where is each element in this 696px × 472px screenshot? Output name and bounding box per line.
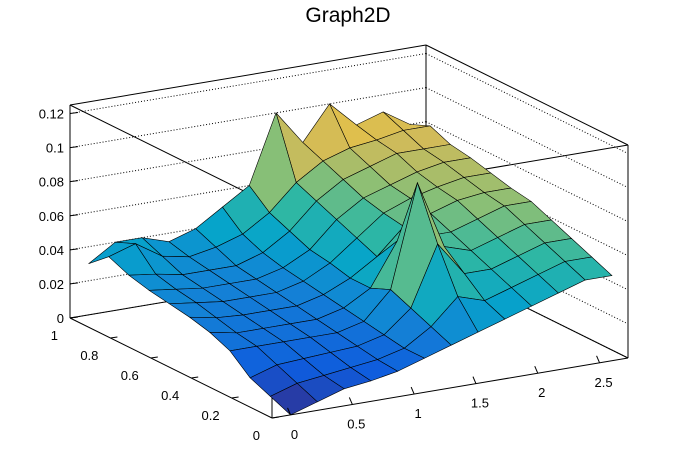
z-tick-label: 0.04 bbox=[39, 243, 64, 258]
z-tick bbox=[69, 214, 79, 217]
y-tick bbox=[110, 336, 118, 339]
x-tick-label: 2 bbox=[538, 385, 545, 400]
x-tick bbox=[348, 397, 353, 405]
z-tick-label: 0.02 bbox=[39, 277, 64, 292]
axes: 0 0.02 0.04 0.06 0.08 0.1 0.12 0 0.2 0.4 0.6 0.8 1 0 0… bbox=[39, 105, 629, 443]
z-tick-label: 0.12 bbox=[39, 107, 64, 122]
x-tick bbox=[534, 366, 539, 374]
x-tick bbox=[410, 386, 415, 395]
x-tick-label: 1.5 bbox=[471, 396, 489, 411]
grid-line bbox=[69, 53, 427, 115]
y-tick bbox=[69, 316, 78, 319]
y-axis-line bbox=[69, 317, 273, 419]
x-tick-label: 0 bbox=[291, 427, 298, 442]
y-tick bbox=[191, 376, 199, 379]
x-axis-line bbox=[271, 357, 629, 419]
y-tick bbox=[271, 416, 280, 419]
x-tick-label: 1 bbox=[415, 406, 422, 421]
y-tick-label: 0.4 bbox=[161, 388, 179, 403]
y-tick-label: 0 bbox=[253, 428, 260, 443]
grid-line bbox=[425, 53, 629, 154]
chart-title: Graph2D bbox=[305, 4, 391, 27]
y-tick bbox=[150, 356, 158, 359]
z-tick bbox=[69, 180, 79, 183]
z-tick bbox=[69, 146, 79, 149]
box-edge bbox=[425, 44, 629, 146]
z-tick-label: 0.08 bbox=[39, 175, 64, 190]
z-tick bbox=[69, 112, 79, 115]
z-tick bbox=[69, 248, 79, 251]
x-tick-label: 0.5 bbox=[347, 416, 365, 431]
y-tick-label: 0.6 bbox=[121, 368, 139, 383]
y-tick bbox=[231, 396, 239, 399]
y-tick-label: 1 bbox=[51, 328, 58, 343]
x-tick bbox=[472, 376, 477, 384]
y-tick-label: 0.2 bbox=[202, 408, 220, 423]
surface bbox=[88, 103, 613, 416]
surface-cell bbox=[269, 382, 318, 416]
z-tick-label: 0 bbox=[57, 311, 64, 326]
x-tick bbox=[596, 355, 601, 363]
box-edge bbox=[69, 104, 273, 206]
x-tick-label: 2.5 bbox=[595, 375, 613, 390]
box-edge bbox=[69, 44, 427, 106]
z-tick-label: 0.1 bbox=[46, 141, 64, 156]
grid-line bbox=[69, 87, 427, 149]
x-tick bbox=[287, 407, 292, 416]
z-tick bbox=[69, 282, 79, 285]
y-tick-label: 0.8 bbox=[80, 348, 98, 363]
z-tick-label: 0.06 bbox=[39, 209, 64, 224]
